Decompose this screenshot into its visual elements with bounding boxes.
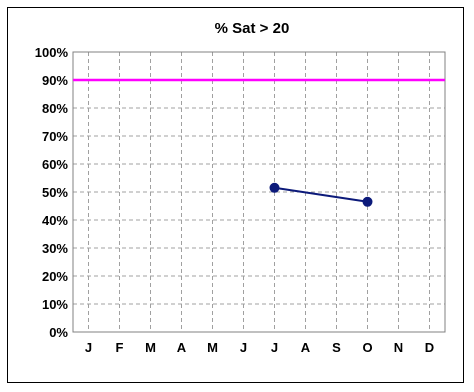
y-tick-label: 60% [42, 157, 68, 172]
x-tick-label: A [177, 340, 187, 355]
x-tick-label: M [145, 340, 156, 355]
x-tick-label: N [394, 340, 403, 355]
gridlines [73, 52, 445, 332]
plot-area [72, 51, 446, 333]
chart-frame: % Sat > 20 0% 10% 20% 30% 40% 50% 60% 70% 80% 90%… [7, 7, 464, 383]
x-tick-label: S [332, 340, 341, 355]
chart-title: % Sat > 20 [215, 20, 290, 37]
x-tick-label: J [85, 340, 92, 355]
y-tick-label: 30% [42, 241, 68, 256]
y-tick-label: 80% [42, 101, 68, 116]
x-tick-label: F [116, 340, 124, 355]
series-line [274, 186, 368, 203]
y-tick-label: 90% [42, 73, 68, 88]
y-tick-label: 40% [42, 213, 68, 228]
data-point [269, 182, 280, 193]
series-group [269, 182, 373, 207]
y-axis-ticks: 0% 10% 20% 30% 40% 50% 60% 70% 80% 90% 100% [35, 45, 69, 340]
x-tick-label: A [301, 340, 311, 355]
x-tick-label: J [240, 340, 247, 355]
x-tick-label: J [271, 340, 278, 355]
x-tick-label: M [207, 340, 218, 355]
y-tick-label: 50% [42, 185, 68, 200]
y-tick-label: 100% [35, 45, 69, 60]
x-tick-label: O [362, 340, 372, 355]
data-point [362, 196, 373, 207]
y-tick-label: 0% [49, 325, 68, 340]
y-tick-label: 70% [42, 129, 68, 144]
y-tick-label: 10% [42, 297, 68, 312]
line-chart: % Sat > 20 0% 10% 20% 30% 40% 50% 60% 70% 80% 90%… [35, 20, 446, 355]
x-tick-label: D [425, 340, 434, 355]
y-tick-label: 20% [42, 269, 68, 284]
